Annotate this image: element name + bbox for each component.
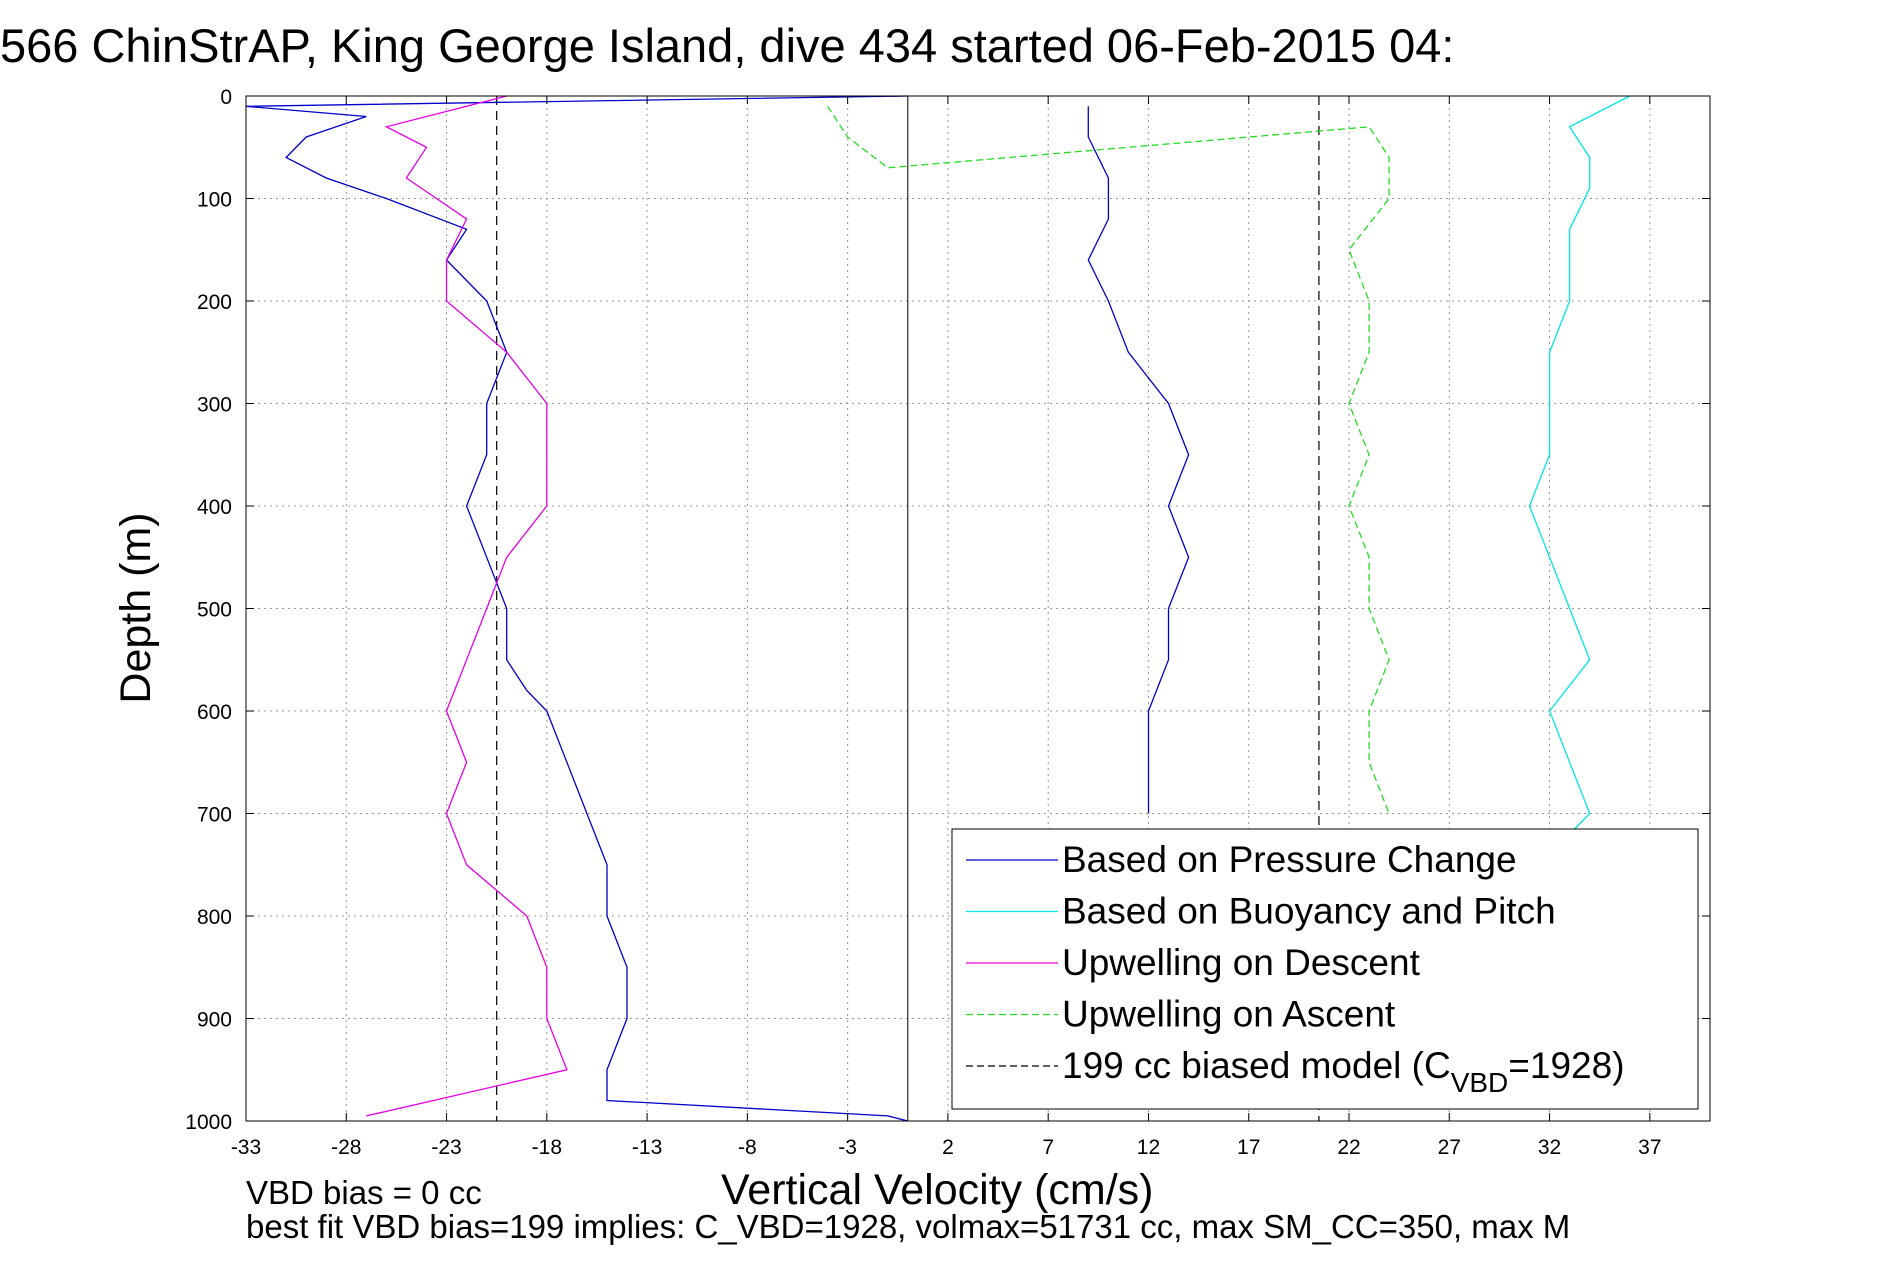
series-line (366, 95, 568, 1117)
legend-label-text: 199 cc biased model (C (1062, 1045, 1451, 1086)
series-group (245, 95, 1631, 1122)
legend-entry-label: Based on Buoyancy and Pitch (1062, 891, 1556, 932)
y-axis-label: Depth (m) (112, 512, 160, 703)
series-line (1528, 95, 1631, 835)
legend-entry-label: Upwelling on Descent (1062, 942, 1421, 983)
x-tick-label: -3 (838, 1136, 857, 1159)
y-tick-label: 1000 (185, 1111, 232, 1134)
x-tick-label: -13 (632, 1136, 662, 1159)
y-tick-label: 900 (197, 1009, 232, 1032)
legend: Based on Pressure Change Based on Buoyanc… (951, 828, 1699, 1110)
chart-title: 566 ChinStrAP, King George Island, dive … (0, 19, 1454, 72)
annotation-best-fit: best fit VBD bias=199 implies: C_VBD=192… (246, 1208, 1570, 1245)
y-tick-label: 400 (197, 496, 232, 519)
series-line (827, 105, 1390, 814)
x-tick-label: 27 (1438, 1136, 1461, 1159)
x-tick-label: 22 (1337, 1136, 1360, 1159)
legend-entry-label: 199 cc biased model (CVBD=1928) (1062, 1045, 1625, 1098)
y-tick-label: 600 (197, 701, 232, 724)
x-tick-label: -33 (231, 1136, 261, 1159)
legend-box (951, 828, 1699, 1110)
legend-label-text: Upwelling on Ascent (1062, 994, 1396, 1035)
legend-label-subscript: VBD (1451, 1067, 1509, 1098)
legend-label-text: Based on Pressure Change (1062, 839, 1517, 880)
annotation-vbd-bias: VBD bias = 0 cc (246, 1174, 482, 1211)
x-tick-label: 37 (1638, 1136, 1661, 1159)
series-line (1087, 106, 1190, 814)
x-tick-label: 17 (1237, 1136, 1260, 1159)
x-tick-label: -18 (532, 1136, 562, 1159)
y-tick-label: 0 (220, 86, 232, 109)
legend-label-text: Based on Buoyancy and Pitch (1062, 891, 1556, 932)
y-tick-label: 500 (197, 599, 232, 622)
x-axis-label: Vertical Velocity (cm/s) (721, 1166, 1154, 1214)
series-line (245, 95, 908, 1122)
ticks: -33 -28 -23 -18 -13 -8 -3 2 7 12 17 22 27 32 370100200… (185, 86, 1710, 1159)
y-tick-label: 700 (197, 804, 232, 827)
legend-label-suffix: =1928) (1508, 1045, 1624, 1086)
x-tick-label: 12 (1137, 1136, 1160, 1159)
legend-entry-label: Upwelling on Ascent (1062, 994, 1396, 1035)
x-tick-label: 32 (1538, 1136, 1561, 1159)
legend-entry-label: Based on Pressure Change (1062, 839, 1517, 880)
y-tick-label: 100 (197, 189, 232, 212)
y-tick-label: 200 (197, 291, 232, 314)
legend-label-text: Upwelling on Descent (1062, 942, 1421, 983)
x-tick-label: 2 (942, 1136, 954, 1159)
x-tick-label: -8 (738, 1136, 757, 1159)
x-tick-label: -28 (331, 1136, 361, 1159)
x-tick-label: 7 (1042, 1136, 1054, 1159)
y-tick-label: 800 (197, 906, 232, 929)
reference-lines (496, 96, 1320, 1121)
y-tick-label: 300 (197, 394, 232, 417)
x-tick-label: -23 (431, 1136, 461, 1159)
